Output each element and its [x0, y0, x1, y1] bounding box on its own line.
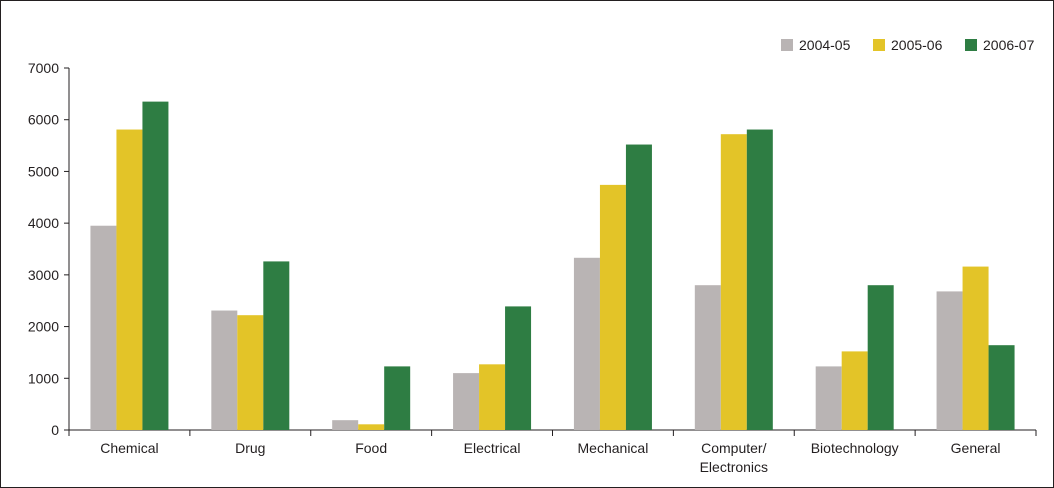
bar-2006-07-1	[263, 261, 290, 430]
bar-2005-06-5	[720, 134, 747, 431]
legend: 2004-05 2005-06 2006-07	[781, 37, 1035, 53]
bar-2005-06-0	[116, 129, 143, 431]
y-axis: 0 1000 2000 3000 4000 5000 6000 7000	[28, 60, 70, 438]
bar-2004-05-7	[936, 291, 963, 430]
bar-2004-05-4	[573, 257, 600, 430]
x-tick-label: Chemical	[100, 440, 158, 456]
bar-2005-06-3	[479, 364, 506, 430]
bar-2006-07-0	[142, 101, 169, 430]
x-tick-label: Biotechnology	[811, 440, 899, 456]
bar-2005-06-6	[841, 351, 868, 430]
bar-2005-06-1	[237, 315, 264, 430]
bar-2006-07-2	[384, 366, 411, 430]
bar-2006-07-6	[867, 285, 894, 430]
x-tick-label: Food	[355, 440, 387, 456]
legend-swatch-2005-06	[873, 39, 885, 51]
bar-2004-05-5	[694, 285, 721, 430]
y-tick-label: 7000	[28, 60, 59, 76]
bar-2005-06-4	[599, 184, 626, 430]
bar-2006-07-7	[988, 345, 1015, 430]
bar-2005-06-7	[962, 266, 989, 430]
x-tick-label: General	[951, 440, 1001, 456]
y-tick-label: 2000	[28, 319, 59, 335]
y-tick-label: 6000	[28, 112, 59, 128]
x-axis: Chemical Drug Food Electrical Mechanical Comp…	[68, 429, 1037, 475]
bar-2006-07-5	[746, 129, 773, 431]
bar-2006-07-4	[625, 144, 652, 430]
legend-swatch-2006-07	[965, 39, 977, 51]
x-tick-label: Mechanical	[578, 440, 649, 456]
legend-label: 2005-06	[891, 37, 943, 53]
legend-label: 2004-05	[799, 37, 851, 53]
bar-2004-05-0	[90, 225, 117, 430]
legend-swatch-2004-05	[781, 39, 793, 51]
bar-2004-05-3	[453, 373, 480, 430]
bars	[90, 101, 1015, 431]
y-tick-label: 1000	[28, 370, 59, 386]
x-tick-label: Electrical	[464, 440, 521, 456]
y-tick-label: 3000	[28, 267, 59, 283]
bar-2004-05-1	[211, 310, 238, 430]
x-tick-label: Drug	[235, 440, 265, 456]
bar-2005-06-2	[358, 424, 385, 430]
y-tick-label: 5000	[28, 163, 59, 179]
bar-2006-07-3	[505, 306, 532, 430]
legend-label: 2006-07	[983, 37, 1035, 53]
x-tick-label: Computer/Electronics	[700, 440, 768, 475]
bar-2004-05-6	[815, 366, 842, 430]
y-tick-label: 0	[51, 422, 59, 438]
bar-2004-05-2	[332, 420, 359, 430]
y-tick-label: 4000	[28, 215, 59, 231]
